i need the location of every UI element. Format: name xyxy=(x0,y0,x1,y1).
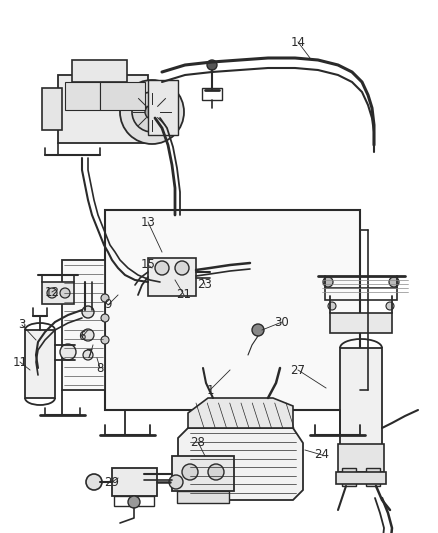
Bar xyxy=(65,82,100,110)
Text: 23: 23 xyxy=(198,279,212,292)
Circle shape xyxy=(60,288,70,298)
Bar xyxy=(172,456,234,491)
Text: 29: 29 xyxy=(105,475,120,489)
Circle shape xyxy=(132,92,172,132)
Bar xyxy=(62,260,105,390)
Circle shape xyxy=(386,302,394,310)
Circle shape xyxy=(86,474,102,490)
Bar xyxy=(340,348,382,448)
Bar xyxy=(148,258,196,296)
Circle shape xyxy=(207,60,217,70)
Circle shape xyxy=(60,344,76,360)
Bar xyxy=(177,491,229,503)
Bar xyxy=(105,210,360,410)
Bar xyxy=(330,313,392,333)
Circle shape xyxy=(145,105,159,119)
Bar xyxy=(100,82,145,110)
Text: 28: 28 xyxy=(191,435,205,448)
Bar xyxy=(42,88,62,130)
Circle shape xyxy=(83,350,93,360)
Circle shape xyxy=(82,306,94,318)
Bar xyxy=(72,60,127,82)
Circle shape xyxy=(120,80,184,144)
Text: 14: 14 xyxy=(290,36,305,49)
Bar xyxy=(148,80,178,135)
Circle shape xyxy=(169,475,183,489)
Text: 12: 12 xyxy=(45,286,60,298)
Bar xyxy=(42,282,74,304)
Bar xyxy=(366,468,380,486)
Circle shape xyxy=(101,314,109,322)
Text: 3: 3 xyxy=(18,319,26,332)
Text: 27: 27 xyxy=(290,364,305,376)
Text: 9: 9 xyxy=(104,298,112,311)
Circle shape xyxy=(101,294,109,302)
Bar xyxy=(112,468,157,496)
Text: 6: 6 xyxy=(78,330,86,343)
Bar xyxy=(114,496,154,506)
Circle shape xyxy=(252,324,264,336)
Bar xyxy=(58,75,148,143)
Text: 8: 8 xyxy=(96,361,104,375)
Text: 7: 7 xyxy=(86,349,94,361)
Text: 30: 30 xyxy=(275,316,290,328)
Bar xyxy=(25,330,55,398)
Circle shape xyxy=(47,288,57,298)
Text: 24: 24 xyxy=(314,448,329,462)
Bar xyxy=(338,444,384,472)
Bar xyxy=(336,472,386,484)
Text: 13: 13 xyxy=(141,215,155,229)
Bar xyxy=(202,88,222,100)
Text: 11: 11 xyxy=(13,356,28,368)
Circle shape xyxy=(128,496,140,508)
Bar xyxy=(325,288,397,300)
Circle shape xyxy=(155,261,169,275)
Circle shape xyxy=(82,329,94,341)
Circle shape xyxy=(175,261,189,275)
Circle shape xyxy=(328,302,336,310)
Text: 21: 21 xyxy=(177,288,191,302)
Text: 1: 1 xyxy=(206,384,214,397)
Circle shape xyxy=(101,336,109,344)
Bar xyxy=(342,468,356,486)
Polygon shape xyxy=(178,428,303,500)
Circle shape xyxy=(323,277,333,287)
Polygon shape xyxy=(188,398,293,428)
Circle shape xyxy=(182,464,198,480)
Circle shape xyxy=(389,277,399,287)
Text: 15: 15 xyxy=(141,259,155,271)
Circle shape xyxy=(208,464,224,480)
